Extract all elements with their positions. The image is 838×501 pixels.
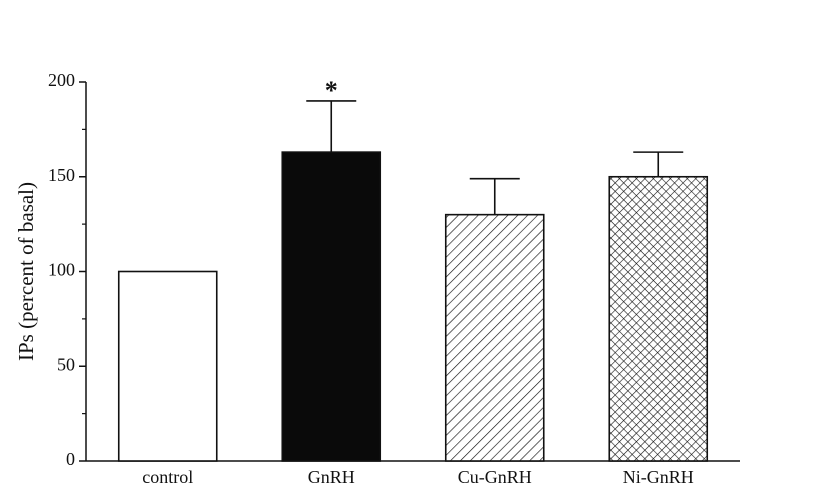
error-bars	[306, 100, 684, 215]
category-label-cu-gnrh: Cu-GnRH	[458, 467, 532, 487]
category-label-ni-gnrh: Ni-GnRH	[623, 467, 694, 487]
y-axis-title: IPs (percent of basal)	[14, 182, 38, 361]
annotations: *	[325, 76, 338, 105]
y-ticks: 0 50 100 150 200	[48, 70, 86, 469]
y-tick-label: 50	[57, 354, 75, 374]
y-tick-label: 200	[48, 70, 75, 90]
category-label-control: control	[142, 467, 193, 487]
bar-control	[117, 270, 218, 462]
bar-ni-gnrh	[608, 175, 709, 462]
y-tick-label: 0	[66, 449, 75, 469]
significance-marker: *	[325, 76, 338, 105]
bar-gnrh	[281, 151, 382, 462]
bar-cu-gnrh	[444, 213, 545, 462]
category-labels: control GnRH Cu-GnRH Ni-GnRH	[142, 467, 694, 487]
category-label-gnrh: GnRH	[308, 467, 355, 487]
y-tick-label: 100	[48, 260, 75, 280]
bars	[117, 151, 709, 462]
y-tick-label: 150	[48, 165, 75, 185]
